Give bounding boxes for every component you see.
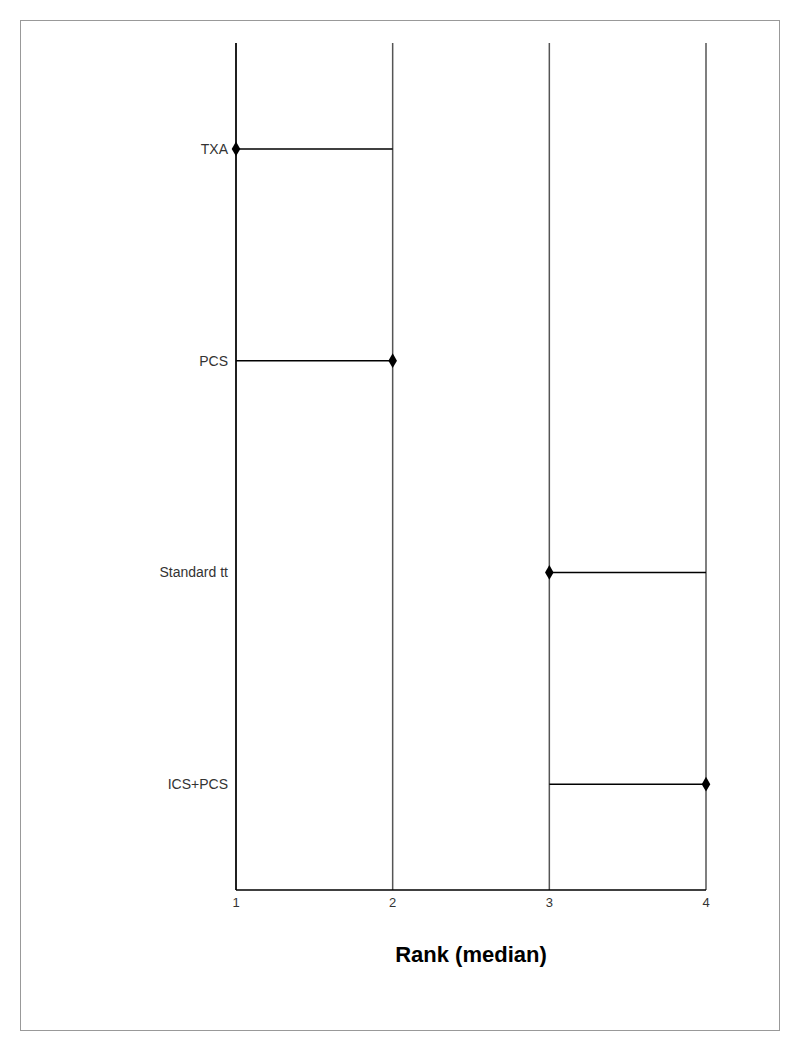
svg-text:ICS+PCS: ICS+PCS: [168, 776, 228, 792]
svg-text:3: 3: [546, 895, 553, 910]
svg-text:TXA: TXA: [201, 141, 229, 157]
svg-text:Standard tt: Standard tt: [160, 564, 229, 580]
svg-text:2: 2: [389, 895, 396, 910]
svg-text:PCS: PCS: [199, 353, 228, 369]
svg-text:Rank (median): Rank (median): [395, 942, 547, 967]
svg-text:1: 1: [232, 895, 239, 910]
svg-text:4: 4: [702, 895, 709, 910]
